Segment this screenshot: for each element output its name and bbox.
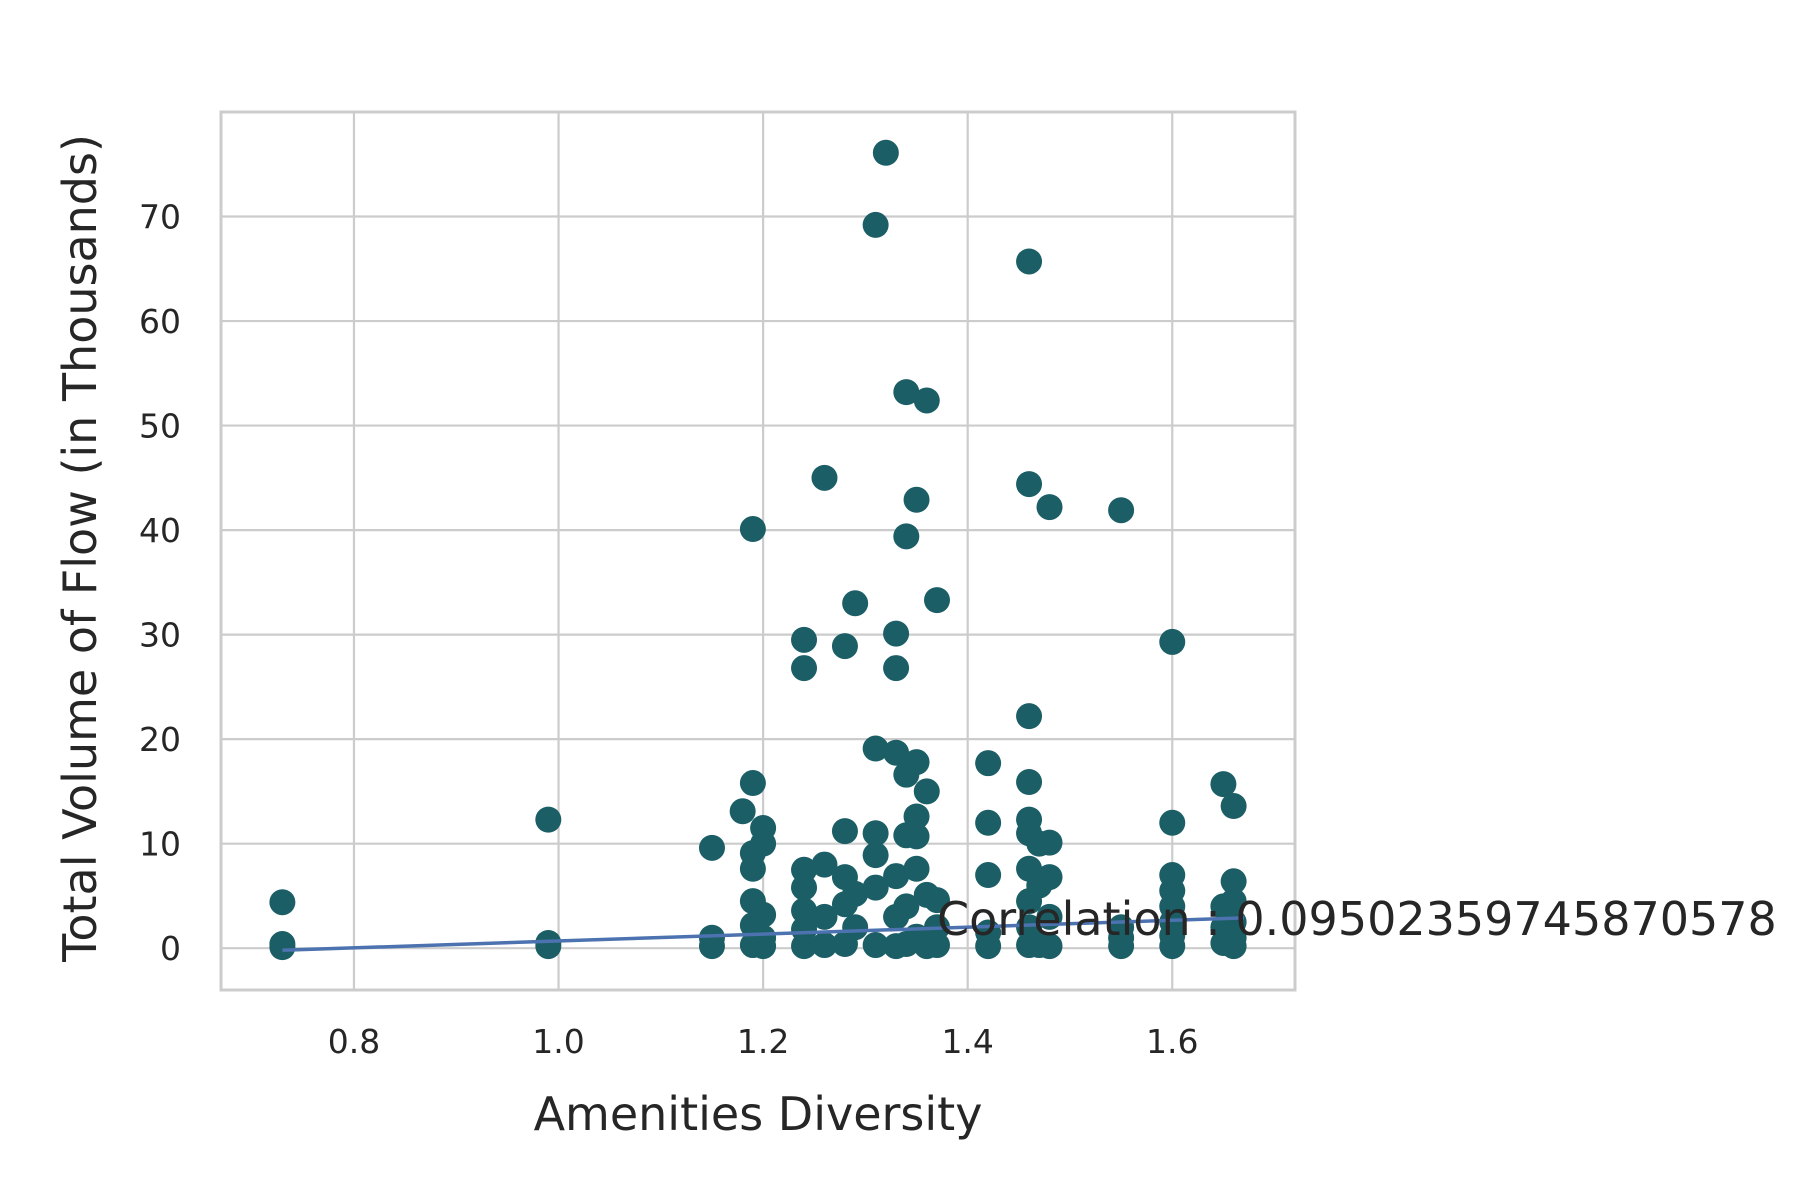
y-tick-label: 10	[139, 825, 181, 864]
data-point	[1220, 868, 1247, 895]
data-point	[975, 750, 1002, 777]
data-point	[842, 880, 869, 907]
data-point	[862, 842, 889, 869]
data-point	[903, 803, 930, 830]
data-point	[811, 464, 838, 491]
data-point	[883, 739, 910, 766]
data-point	[1036, 933, 1063, 960]
data-point	[729, 798, 756, 825]
data-point	[791, 933, 818, 960]
data-point	[831, 633, 858, 660]
correlation-annotation: Correlation : 0.09502359745870578	[937, 892, 1777, 946]
x-tick-label: 1.2	[737, 1022, 789, 1061]
trend-line	[282, 916, 1244, 953]
data-point	[1108, 933, 1135, 960]
data-point	[924, 932, 950, 959]
data-point	[893, 379, 920, 406]
data-point	[1016, 768, 1043, 795]
x-tick-label: 0.8	[328, 1022, 380, 1061]
data-point	[1220, 793, 1247, 820]
data-point	[1159, 933, 1186, 960]
data-point	[1036, 864, 1063, 891]
data-point	[791, 897, 818, 924]
data-point	[883, 620, 910, 647]
data-point	[975, 933, 1002, 960]
data-point	[750, 830, 777, 857]
y-tick-label: 70	[139, 198, 181, 237]
data-point	[903, 855, 930, 882]
data-point	[893, 523, 920, 550]
data-point	[883, 655, 910, 682]
data-point	[739, 855, 766, 882]
data-point	[975, 862, 1002, 889]
y-tick-label: 40	[139, 511, 181, 550]
x-axis-ticks: 0.8 1.0 1.2 1.4 1.6	[328, 1022, 1199, 1061]
data-point	[1220, 888, 1247, 915]
y-axis-ticks: 0 10 20 30 40 50 60 70	[139, 198, 181, 969]
x-tick-label: 1.6	[1146, 1022, 1198, 1061]
y-tick-label: 20	[139, 720, 181, 759]
data-point	[1016, 703, 1043, 730]
data-point	[750, 901, 777, 928]
data-point	[750, 933, 777, 960]
data-point	[535, 806, 562, 833]
data-point	[913, 778, 940, 805]
data-point	[791, 856, 818, 883]
x-axis-title: Amenities Diversity	[534, 1087, 983, 1141]
data-point	[913, 387, 940, 414]
data-point	[535, 933, 562, 960]
data-point	[1108, 497, 1135, 524]
x-tick-label: 1.0	[532, 1022, 584, 1061]
data-point	[862, 932, 889, 959]
data-point	[862, 735, 889, 762]
data-point	[872, 139, 899, 166]
data-point	[1159, 628, 1186, 655]
y-tick-label: 50	[139, 407, 181, 446]
data-point	[811, 851, 838, 878]
data-point	[1036, 829, 1063, 856]
data-point	[975, 809, 1002, 836]
data-point	[269, 934, 296, 961]
plot-frame	[219, 110, 1297, 992]
data-point	[842, 590, 869, 617]
data-point	[831, 818, 858, 845]
data-point	[791, 626, 818, 653]
data-point	[903, 486, 930, 513]
data-point	[1159, 809, 1186, 836]
data-points	[269, 139, 1247, 961]
data-point	[1220, 933, 1247, 960]
data-point	[924, 887, 950, 914]
data-point	[924, 587, 950, 614]
data-point	[791, 655, 818, 682]
data-point	[862, 874, 889, 901]
data-point	[739, 516, 766, 543]
data-point	[1016, 471, 1043, 498]
y-tick-label: 60	[139, 302, 181, 341]
data-point	[811, 903, 838, 930]
y-tick-label: 0	[160, 929, 181, 968]
data-point	[1210, 771, 1237, 798]
data-point	[269, 889, 296, 916]
data-point	[903, 823, 930, 850]
data-point	[903, 749, 930, 776]
data-point	[698, 933, 725, 960]
data-point	[1016, 248, 1043, 275]
data-point	[739, 770, 766, 797]
data-point	[698, 834, 725, 861]
data-point	[791, 874, 818, 901]
data-point	[893, 893, 920, 920]
data-point	[862, 820, 889, 847]
data-point	[862, 211, 889, 238]
y-tick-label: 30	[139, 616, 181, 655]
data-point	[1036, 494, 1063, 521]
x-tick-label: 1.4	[941, 1022, 993, 1061]
y-axis-title: Total Volume of Flow (in Thousands)	[53, 134, 107, 963]
data-point	[811, 932, 838, 959]
data-point	[883, 863, 910, 890]
data-point	[842, 914, 869, 941]
